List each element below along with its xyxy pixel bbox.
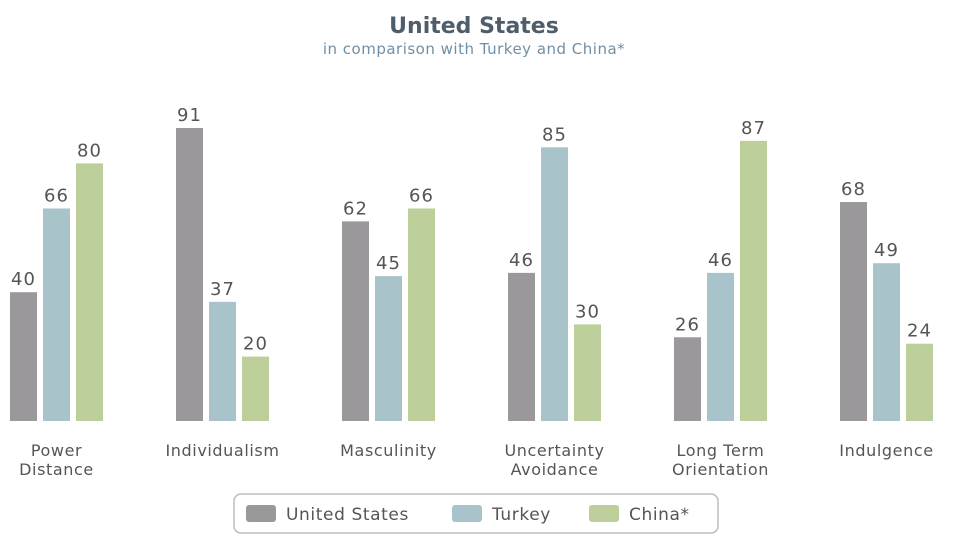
bar	[740, 140, 767, 422]
data-label: 91	[177, 105, 202, 126]
bar	[76, 163, 103, 421]
data-label: 45	[376, 253, 401, 274]
data-label: 46	[509, 250, 534, 271]
category-label: Individualism	[165, 441, 279, 460]
data-label: 49	[874, 240, 899, 261]
bar	[873, 263, 900, 421]
data-label: 30	[575, 301, 600, 322]
category-label: Avoidance	[511, 460, 599, 479]
data-label: 26	[675, 314, 700, 335]
bar	[574, 324, 601, 421]
bar	[541, 147, 568, 422]
bar	[10, 292, 37, 421]
category-label: Long Term	[677, 441, 765, 460]
category-label: Uncertainty	[504, 441, 604, 460]
category-label: Distance	[19, 460, 94, 479]
data-label: 68	[841, 179, 866, 200]
legend-swatch	[589, 505, 619, 522]
legend: United States Turkey China*	[233, 493, 719, 534]
data-label: 66	[44, 185, 69, 206]
data-label: 62	[343, 198, 368, 219]
legend-label: China*	[629, 505, 690, 525]
data-label: 80	[77, 140, 102, 161]
bar	[707, 272, 734, 421]
data-label: 87	[741, 118, 766, 139]
data-label: 40	[11, 269, 36, 290]
legend-label: United States	[286, 505, 409, 525]
bar	[176, 127, 203, 421]
legend-swatch	[452, 505, 482, 522]
category-label: Indulgence	[839, 441, 933, 460]
bar	[43, 208, 70, 421]
data-label: 24	[907, 321, 932, 342]
value-label-group: 40 66 80 91 37 20 62 45 66 46 85 30 26 46 87 68 49 24	[11, 105, 932, 355]
category-label: Power	[31, 441, 82, 460]
bar	[242, 356, 269, 421]
bar	[209, 301, 236, 421]
bar	[375, 276, 402, 421]
category-label: Masculinity	[340, 441, 437, 460]
data-label: 46	[708, 250, 733, 271]
bar	[508, 272, 535, 421]
bar	[906, 343, 933, 421]
chart-subtitle: in comparison with Turkey and China*	[323, 40, 625, 58]
legend-swatch	[246, 505, 276, 522]
chart-title: United States	[389, 14, 559, 39]
data-label: 37	[210, 279, 235, 300]
bar-group	[10, 127, 933, 422]
bar	[408, 208, 435, 421]
data-label: 66	[409, 185, 434, 206]
bar	[674, 337, 701, 421]
bar	[840, 202, 867, 421]
data-label: 20	[243, 334, 268, 355]
bar	[342, 221, 369, 421]
category-label: Orientation	[672, 460, 769, 479]
legend-label: Turkey	[491, 505, 551, 525]
data-label: 85	[542, 124, 567, 145]
